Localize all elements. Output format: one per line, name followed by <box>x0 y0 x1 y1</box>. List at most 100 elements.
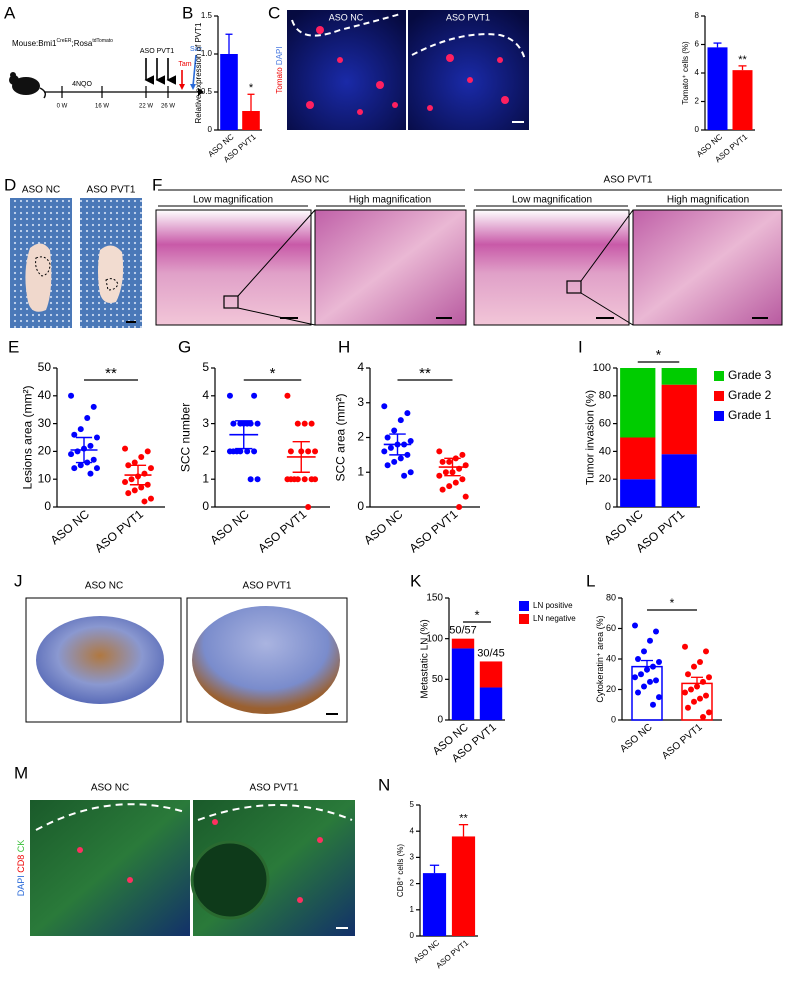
data-point <box>436 472 443 479</box>
stain: DAPI <box>16 875 26 896</box>
bar <box>242 111 260 130</box>
histology <box>155 209 312 326</box>
tam-arrowhead <box>179 84 185 90</box>
data-point <box>287 448 294 455</box>
data-point <box>694 683 700 690</box>
data-point <box>305 504 312 510</box>
x-tick-label: ASO NC <box>48 507 92 548</box>
x-tick-label: ASO PVT1 <box>255 507 309 556</box>
mouse-sup: tdTomato <box>92 38 113 44</box>
data-point <box>384 434 391 441</box>
bar-segment <box>479 661 503 688</box>
y-tick-label: 50 <box>38 360 52 374</box>
treatment-label: 4NQO <box>72 81 92 88</box>
data-point <box>452 479 459 486</box>
data-point <box>93 434 100 441</box>
y-tick-label: 0 <box>605 501 611 513</box>
bar-segment <box>661 384 697 455</box>
data-point <box>391 458 398 465</box>
bar-segment <box>479 687 503 720</box>
panel-label: I <box>578 337 583 356</box>
data-point <box>381 403 388 410</box>
x-tick-label: ASO NC <box>618 722 654 755</box>
micrograph <box>30 800 190 936</box>
y-tick-label: 0 <box>611 714 616 724</box>
data-point <box>251 392 258 399</box>
data-point <box>404 410 411 417</box>
y-tick-label: 30 <box>38 416 52 430</box>
data-point <box>653 677 659 684</box>
data-point <box>308 420 315 427</box>
tongue <box>25 243 52 312</box>
bar-segment <box>620 437 656 480</box>
y-tick-label: 6 <box>695 40 700 49</box>
panel-label: M <box>14 763 28 782</box>
data-point <box>407 437 414 444</box>
image-label: ASO PVT1 <box>250 783 299 794</box>
data-point <box>247 476 254 483</box>
data-point <box>641 648 647 655</box>
data-point <box>125 490 132 497</box>
y-axis-label: Lesions area (mm²) <box>20 385 34 489</box>
group-label: ASO NC <box>291 175 329 186</box>
legend-swatch <box>714 411 724 421</box>
magnification-label: Low magnification <box>512 195 592 206</box>
image-label: ASO NC <box>329 12 364 22</box>
image-label: ASO NC <box>91 783 129 794</box>
x-tick-label: ASO PVT1 <box>434 938 470 970</box>
data-point <box>147 495 154 502</box>
boundary <box>35 803 186 831</box>
y-tick-label: 2 <box>357 430 364 444</box>
timeline-ticks <box>61 86 169 98</box>
y-tick-label: 100 <box>593 362 611 374</box>
y-tick-label: 10 <box>38 471 52 485</box>
data-point <box>700 678 706 685</box>
panel-label: C <box>268 3 280 22</box>
data-point <box>284 392 291 399</box>
data-point <box>688 686 694 693</box>
data-point <box>226 392 233 399</box>
data-point <box>122 478 129 485</box>
y-axis-label: Tomato⁺ cells (%) <box>681 41 690 105</box>
data-point <box>703 648 709 655</box>
data-point <box>459 451 466 458</box>
data-point <box>138 484 145 491</box>
data-point <box>404 451 411 458</box>
sac-arrow <box>192 54 197 87</box>
data-point <box>387 444 394 451</box>
y-tick-label: 1 <box>357 464 364 478</box>
annotation: 30/45 <box>477 647 505 659</box>
legend-label: LN positive <box>533 601 573 610</box>
significance: ** <box>419 365 431 382</box>
data-point <box>685 671 691 678</box>
y-tick-label: 40 <box>606 653 616 663</box>
legend-swatch <box>714 371 724 381</box>
histology <box>632 209 783 326</box>
panel-label: D <box>4 175 16 194</box>
significance: * <box>656 347 662 363</box>
stain-label: DAPI CD8 CK <box>16 840 26 897</box>
bar-segment <box>451 648 475 720</box>
data-point <box>230 448 237 455</box>
x-tick-label: ASO NC <box>361 507 405 548</box>
group-label: ASO PVT1 <box>604 175 653 186</box>
data-point <box>68 392 75 399</box>
timeline-arrow <box>198 88 204 96</box>
data-point <box>391 427 398 434</box>
data-point <box>397 417 404 424</box>
data-point <box>462 493 469 500</box>
y-tick-label: 40 <box>38 388 52 402</box>
zoom-box <box>223 295 239 309</box>
data-point <box>71 465 78 472</box>
data-point <box>77 462 84 469</box>
bar <box>422 873 447 936</box>
data-point <box>381 448 388 455</box>
data-point <box>312 476 319 483</box>
significance: ** <box>738 54 747 66</box>
lesion <box>35 256 51 277</box>
data-point <box>650 701 656 708</box>
legend-label: LN negative <box>533 614 576 623</box>
data-point <box>384 462 391 469</box>
data-point <box>254 420 261 427</box>
mouse-sup: CreER <box>56 38 71 44</box>
